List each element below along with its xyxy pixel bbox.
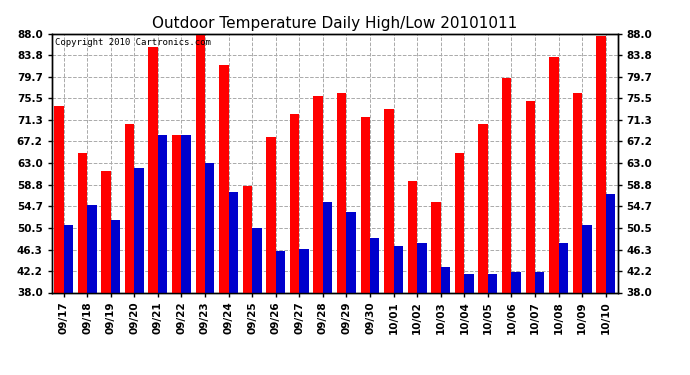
Bar <box>346 212 356 292</box>
Bar <box>135 168 144 292</box>
Bar <box>526 101 535 292</box>
Bar <box>559 243 568 292</box>
Bar <box>511 272 521 292</box>
Bar <box>313 96 323 292</box>
Bar <box>582 225 591 292</box>
Bar <box>78 153 87 292</box>
Bar <box>54 106 63 292</box>
Bar <box>606 194 615 292</box>
Bar <box>87 204 97 292</box>
Bar <box>573 93 582 292</box>
Bar <box>441 267 450 292</box>
Bar <box>488 274 497 292</box>
Bar <box>370 238 380 292</box>
Bar <box>417 243 426 292</box>
Bar <box>101 171 110 292</box>
Bar <box>455 153 464 292</box>
Bar <box>243 186 252 292</box>
Bar <box>228 192 238 292</box>
Bar <box>384 109 393 292</box>
Bar <box>205 163 215 292</box>
Bar <box>125 124 135 292</box>
Bar <box>299 249 308 292</box>
Bar <box>337 93 346 292</box>
Bar <box>596 36 606 292</box>
Bar <box>535 272 544 292</box>
Bar <box>549 57 559 292</box>
Bar <box>252 228 262 292</box>
Bar <box>158 135 167 292</box>
Bar <box>393 246 403 292</box>
Text: Copyright 2010 Cartronics.com: Copyright 2010 Cartronics.com <box>55 38 210 46</box>
Bar <box>464 274 474 292</box>
Title: Outdoor Temperature Daily High/Low 20101011: Outdoor Temperature Daily High/Low 20101… <box>152 16 518 31</box>
Bar <box>478 124 488 292</box>
Bar <box>431 202 441 292</box>
Bar <box>290 114 299 292</box>
Bar <box>266 137 276 292</box>
Bar <box>361 117 370 292</box>
Bar <box>195 18 205 292</box>
Bar <box>148 47 158 292</box>
Bar <box>110 220 120 292</box>
Bar <box>408 181 417 292</box>
Bar <box>172 135 181 292</box>
Bar <box>181 135 191 292</box>
Bar <box>219 65 228 292</box>
Bar <box>63 225 73 292</box>
Bar <box>276 251 285 292</box>
Bar <box>502 78 511 292</box>
Bar <box>323 202 333 292</box>
